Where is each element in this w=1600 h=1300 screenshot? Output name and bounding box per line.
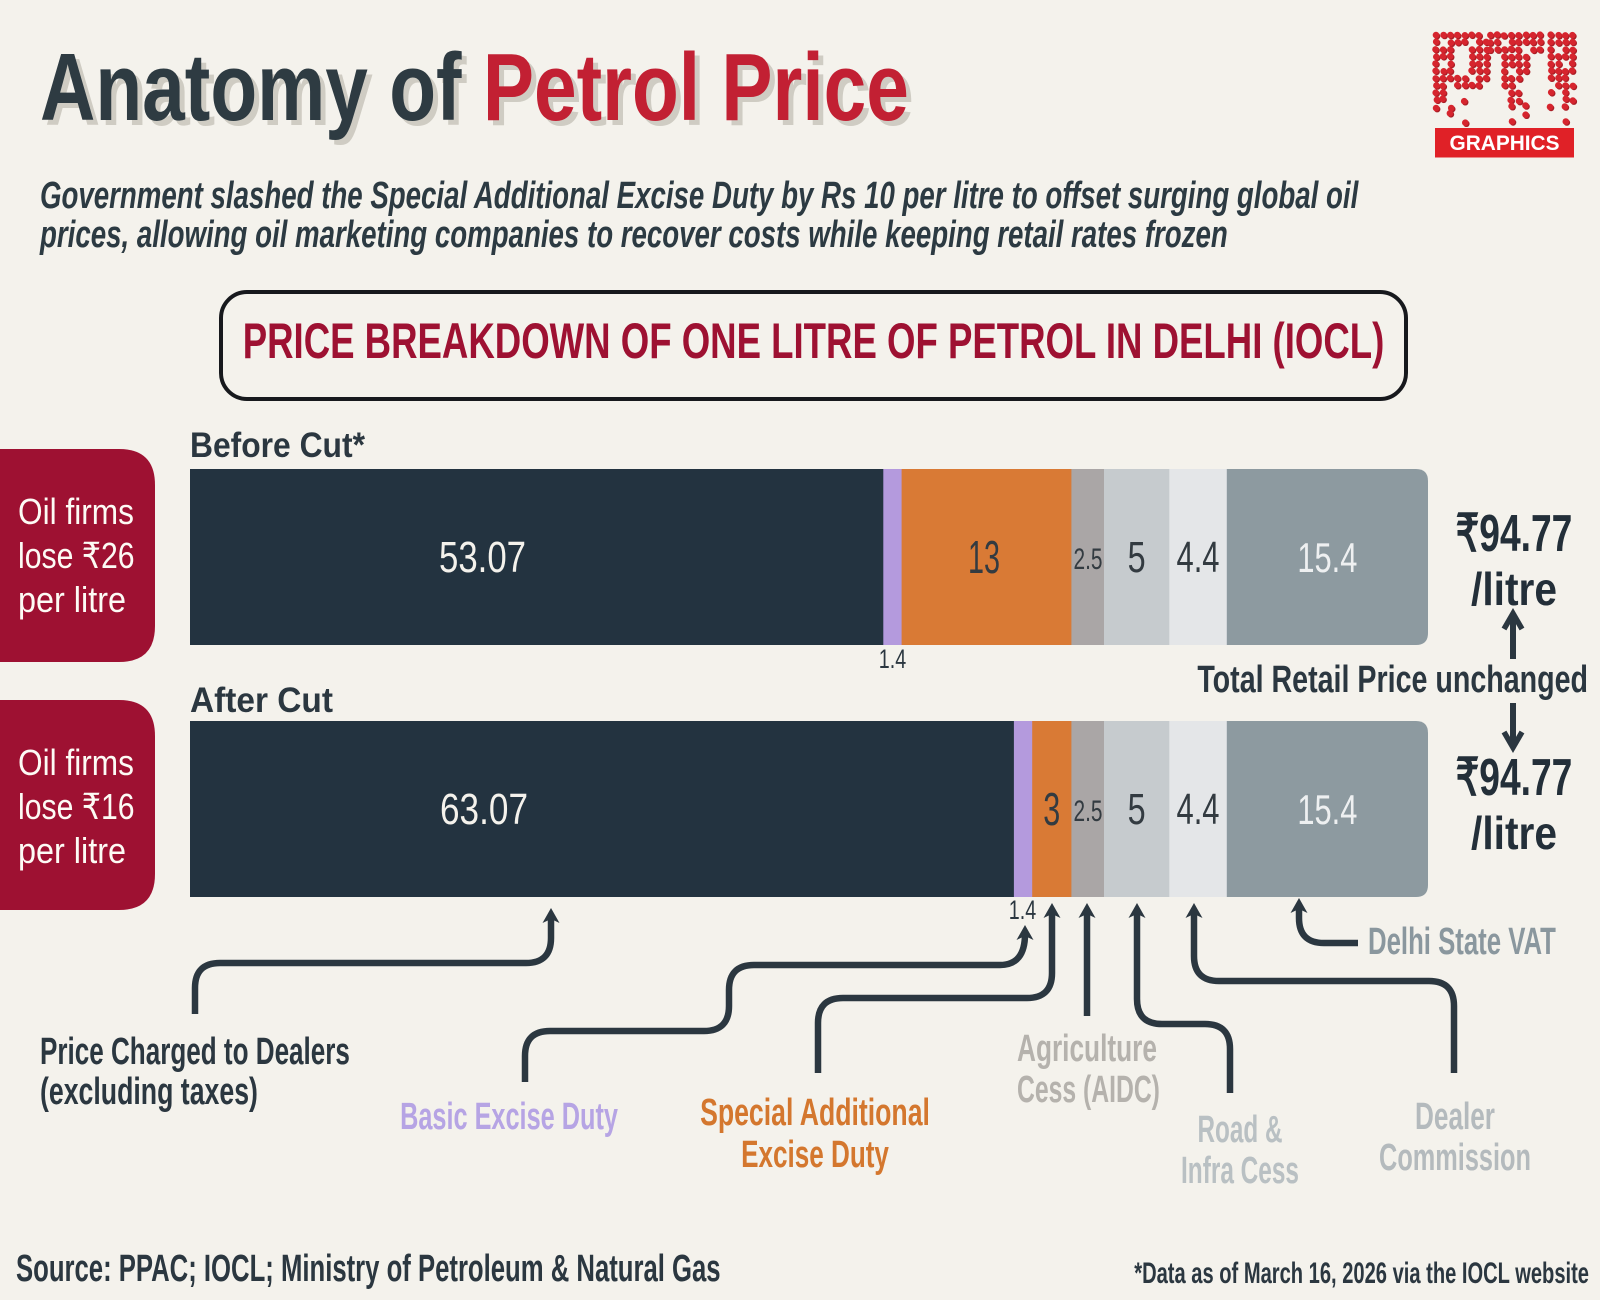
svg-text:13: 13 xyxy=(968,532,1000,584)
svg-text:Anatomy of Petrol Price: Anatomy of Petrol Price xyxy=(45,39,914,146)
svg-text:15.4: 15.4 xyxy=(1297,534,1357,581)
svg-text:₹94.77: ₹94.77 xyxy=(1456,748,1573,807)
svg-text:Road &: Road & xyxy=(1198,1107,1283,1150)
svg-text:63.07: 63.07 xyxy=(440,785,528,834)
svg-text:2.5: 2.5 xyxy=(1074,795,1103,828)
svg-text:4.4: 4.4 xyxy=(1177,786,1220,835)
svg-text:prices, allowing oil marketing: prices, allowing oil marketing companies… xyxy=(39,214,1228,256)
svg-text:Oil firms: Oil firms xyxy=(18,492,134,532)
svg-text:Special Additional: Special Additional xyxy=(700,1090,930,1133)
svg-text:₹94.77: ₹94.77 xyxy=(1456,504,1573,563)
svg-text:lose ₹26: lose ₹26 xyxy=(18,537,135,577)
svg-text:Price Charged to Dealers: Price Charged to Dealers xyxy=(40,1030,350,1072)
svg-text:Total Retail Price unchanged: Total Retail Price unchanged xyxy=(1197,659,1588,701)
svg-text:Excise Duty: Excise Duty xyxy=(741,1132,889,1175)
svg-text:1.4: 1.4 xyxy=(879,645,906,675)
svg-text:Anatomy of Petrol Price: Anatomy of Petrol Price xyxy=(40,34,909,141)
svg-text:per litre: per litre xyxy=(18,831,126,871)
svg-text:Commission: Commission xyxy=(1379,1136,1531,1178)
svg-text:Infra Cess: Infra Cess xyxy=(1181,1148,1299,1191)
svg-text:lose ₹16: lose ₹16 xyxy=(18,788,135,828)
svg-text:Dealer: Dealer xyxy=(1415,1094,1495,1137)
svg-text:2.5: 2.5 xyxy=(1074,543,1103,576)
svg-text:Agriculture: Agriculture xyxy=(1017,1026,1157,1069)
svg-text:4.4: 4.4 xyxy=(1177,534,1220,583)
svg-text:per litre: per litre xyxy=(18,580,126,620)
svg-text:/litre: /litre xyxy=(1471,809,1557,860)
svg-text:Before Cut*: Before Cut* xyxy=(190,427,365,466)
svg-text:Cess (AIDC): Cess (AIDC) xyxy=(1017,1068,1160,1111)
svg-text:5: 5 xyxy=(1128,785,1146,834)
svg-text:1.4: 1.4 xyxy=(1009,896,1036,926)
svg-text:3: 3 xyxy=(1043,785,1060,836)
svg-text:After Cut: After Cut xyxy=(190,681,333,720)
svg-text:53.07: 53.07 xyxy=(439,533,526,582)
svg-text:/litre: /litre xyxy=(1471,565,1557,616)
svg-text:PRICE BREAKDOWN OF ONE LITRE O: PRICE BREAKDOWN OF ONE LITRE OF PETROL I… xyxy=(243,313,1385,369)
svg-text:Source: PPAC; IOCL; Ministry o: Source: PPAC; IOCL; Ministry of Petroleu… xyxy=(16,1247,721,1289)
svg-text:15.4: 15.4 xyxy=(1297,786,1357,833)
svg-text:Government slashed the Special: Government slashed the Special Additiona… xyxy=(40,175,1359,217)
svg-text:GRAPHICS: GRAPHICS xyxy=(1450,132,1560,155)
svg-text:*Data as of March 16, 2026 via: *Data as of March 16, 2026 via the IOCL … xyxy=(1134,1257,1589,1290)
svg-text:Oil firms: Oil firms xyxy=(18,743,134,783)
svg-text:(excluding taxes): (excluding taxes) xyxy=(40,1069,258,1112)
svg-text:5: 5 xyxy=(1128,533,1146,582)
svg-text:Basic Excise Duty: Basic Excise Duty xyxy=(400,1095,618,1137)
svg-text:Delhi State VAT: Delhi State VAT xyxy=(1368,920,1556,962)
